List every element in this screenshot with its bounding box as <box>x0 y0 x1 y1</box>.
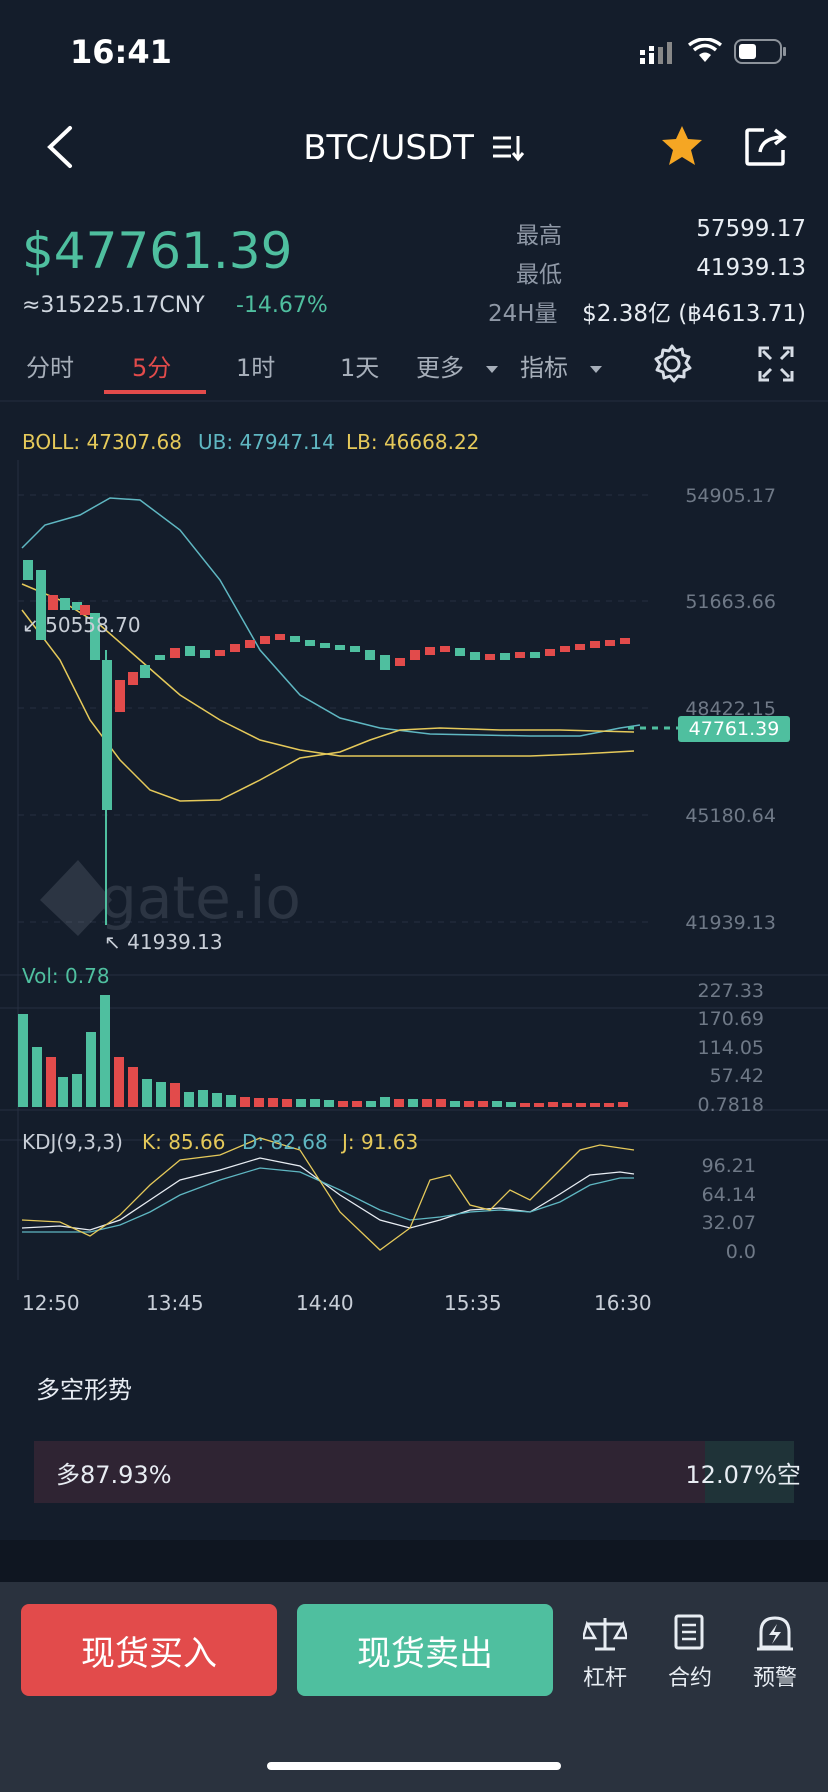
alert-label: 预警 <box>752 1666 797 1691</box>
chevron-down-icon <box>485 366 498 373</box>
scale-icon <box>581 1618 629 1651</box>
status-bar: 16:41 <box>0 0 828 100</box>
section-divider <box>0 1540 828 1582</box>
kdj-axis-label: 0.0 <box>725 1241 756 1263</box>
back-icon[interactable] <box>44 124 74 170</box>
status-time: 16:41 <box>70 33 172 71</box>
sentiment-bar: 多87.93% 12.07%空 <box>34 1441 801 1503</box>
signal-icon <box>640 42 672 64</box>
chevron-down-icon <box>589 366 602 373</box>
document-icon <box>674 1614 704 1650</box>
time-axis-label: 13:45 <box>146 1291 204 1315</box>
tab-more-label: 更多 <box>416 354 464 382</box>
vol-axis-label: 57.42 <box>709 1065 764 1087</box>
long-ratio-bar: 多87.93% 12.07%空 <box>34 1441 801 1503</box>
time-axis-label: 12:50 <box>22 1291 80 1315</box>
tab-5min[interactable]: 5分 <box>132 354 172 382</box>
settings-gear-icon[interactable] <box>652 344 692 384</box>
price-axis-label: 51663.66 <box>685 591 776 613</box>
vol-axis-label: 0.7818 <box>697 1094 764 1116</box>
vol-axis-label: 114.05 <box>697 1037 764 1059</box>
kdj-axis-label: 32.07 <box>701 1212 756 1234</box>
price-axis-label: 54905.17 <box>685 485 776 507</box>
spot-sell-button[interactable]: 现货卖出 <box>297 1604 553 1696</box>
max-price-value: 50558.70 <box>45 613 141 637</box>
short-ratio-label: 12.07%空 <box>685 1460 801 1489</box>
price-change: -14.67% <box>236 293 328 318</box>
volume-label: 24H量 <box>488 301 558 327</box>
vol-axis-label: 227.33 <box>697 980 764 1002</box>
time-axis-label: 15:35 <box>444 1291 502 1315</box>
alert-button[interactable]: 预警 <box>740 1614 810 1692</box>
contract-button[interactable]: 合约 <box>655 1614 725 1692</box>
tab-timeshare[interactable]: 分时 <box>26 354 74 382</box>
volume-value: $2.38亿 (฿4613.71) <box>582 301 806 327</box>
leverage-label: 杠杆 <box>582 1666 627 1691</box>
min-price-annotation: ↖ 41939.13 <box>104 930 223 954</box>
sort-icon <box>492 136 524 162</box>
kdj-k-value: K: 85.66 <box>142 1130 226 1154</box>
battery-icon <box>734 39 786 64</box>
leverage-button[interactable]: 杠杆 <box>570 1614 640 1692</box>
sentiment-title: 多空形势 <box>36 1376 132 1404</box>
favorite-star-icon[interactable] <box>660 124 704 168</box>
alarm-icon <box>757 1616 793 1651</box>
time-axis-label: 16:30 <box>594 1291 652 1315</box>
price-axis-label: 48422.15 <box>685 698 776 720</box>
tab-1day[interactable]: 1天 <box>340 354 380 382</box>
fullscreen-icon[interactable] <box>758 346 794 382</box>
boll-ub-value: UB: 47947.14 <box>198 430 335 454</box>
wifi-icon <box>688 38 722 62</box>
contract-label: 合约 <box>667 1666 712 1691</box>
pair-label: BTC/USDT <box>303 128 474 168</box>
low-value: 41939.13 <box>696 255 806 281</box>
boll-value: BOLL: 47307.68 <box>22 430 182 454</box>
cny-price: ≈315225.17CNY <box>22 293 205 318</box>
kdj-title: KDJ(9,3,3) <box>22 1130 123 1154</box>
kline-chart[interactable]: gate.io <box>0 460 828 1320</box>
share-icon[interactable] <box>744 124 790 168</box>
short-ratio-bar <box>704 1441 794 1503</box>
high-label: 最高 <box>516 223 562 249</box>
high-value: 57599.17 <box>696 216 806 242</box>
kdj-axis-label: 96.21 <box>701 1155 756 1177</box>
gate-logo-watermark: gate.io <box>40 860 301 936</box>
min-price-value: 41939.13 <box>127 930 223 954</box>
svg-text:gate.io: gate.io <box>100 864 301 932</box>
low-label: 最低 <box>516 262 562 288</box>
price-axis-label: 41939.13 <box>685 912 776 934</box>
time-axis-label: 14:40 <box>296 1291 354 1315</box>
boll-lb-value: LB: 46668.22 <box>346 430 480 454</box>
tab-more[interactable]: 更多 <box>416 348 500 383</box>
spot-buy-button[interactable]: 现货买入 <box>21 1604 277 1696</box>
kdj-j-value: J: 91.63 <box>342 1130 419 1154</box>
divider <box>0 400 828 402</box>
kdj-d-value: D: 82.68 <box>242 1130 328 1154</box>
home-indicator <box>267 1762 561 1770</box>
current-price-tag: 47761.39 <box>678 716 790 742</box>
tab-indicators[interactable]: 指标 <box>520 348 604 383</box>
active-tab-indicator <box>104 390 206 394</box>
vol-value: Vol: 0.78 <box>22 964 110 988</box>
last-price: $47761.39 <box>22 222 293 280</box>
price-axis-label: 45180.64 <box>685 805 776 827</box>
pair-title[interactable]: BTC/USDT <box>0 128 828 168</box>
long-ratio-label: 多87.93% <box>56 1460 172 1489</box>
max-price-annotation: ↙ 50558.70 <box>22 613 141 637</box>
kdj-axis-label: 64.14 <box>701 1184 756 1206</box>
vol-axis-label: 170.69 <box>697 1008 764 1030</box>
tab-1hour[interactable]: 1时 <box>236 354 276 382</box>
tab-indicators-label: 指标 <box>520 354 568 382</box>
